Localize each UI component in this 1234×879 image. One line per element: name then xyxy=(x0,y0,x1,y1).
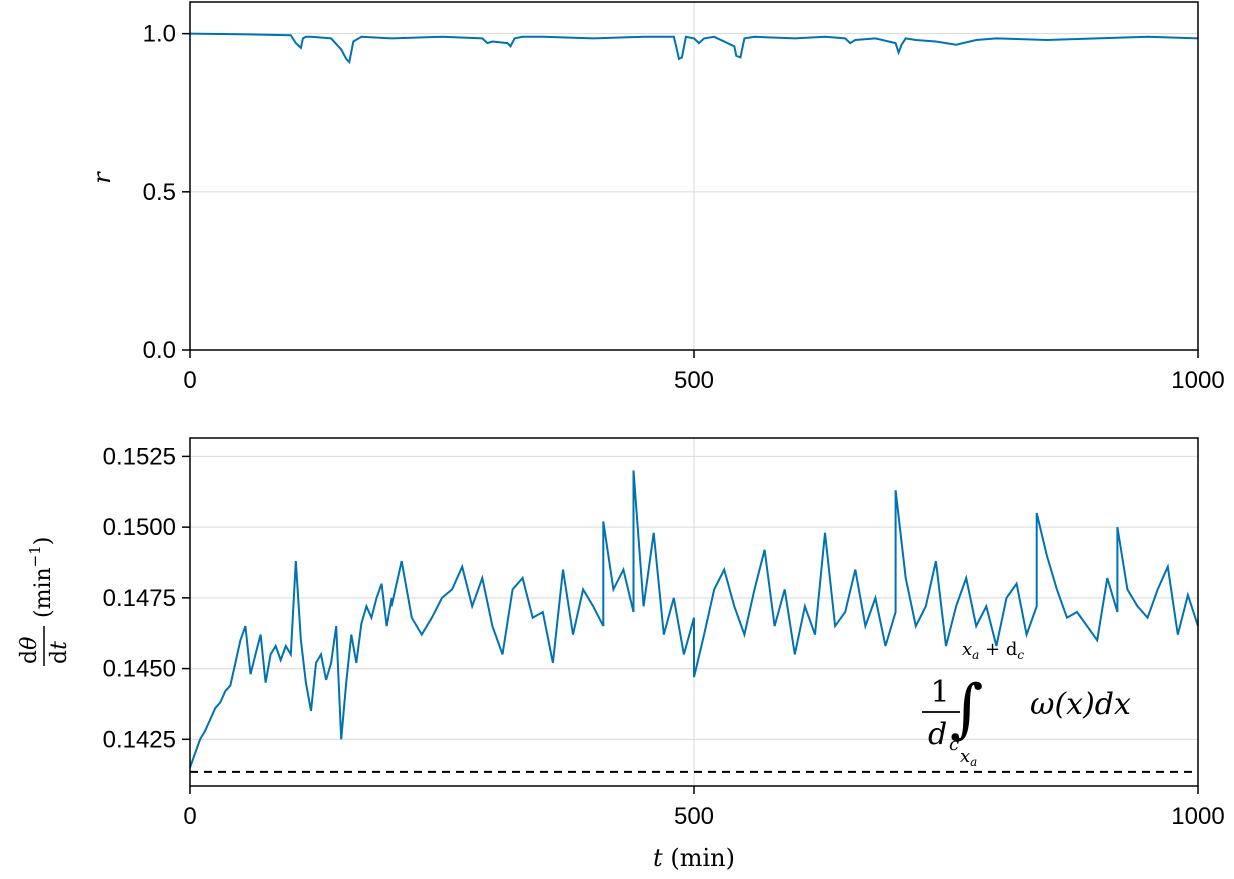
top-ytick-label-2: 1.0 xyxy=(143,21,176,48)
top-grid xyxy=(189,2,1199,351)
svg-text:dθ: dθ xyxy=(17,637,42,664)
svg-text:dt: dt xyxy=(47,641,72,664)
svg-text:c: c xyxy=(949,734,959,755)
top-xtick-label-1: 500 xyxy=(674,367,714,394)
top-xtick-label-0: 0 xyxy=(183,367,196,394)
bottom-ylabel: dθ dt (min−1) xyxy=(17,537,72,666)
svg-text:ω(x)dx: ω(x)dx xyxy=(1030,687,1131,722)
integral-lower-limit: xa xyxy=(960,746,977,769)
integral-upper-limit: xa + dc xyxy=(962,639,1024,662)
bottom-xtick-label-1: 500 xyxy=(674,803,714,830)
svg-text:d: d xyxy=(928,717,947,752)
top-ytick-label-1: 0.5 xyxy=(143,179,176,206)
top-ticks: 0 500 1000 0.0 0.5 1.0 xyxy=(143,21,1225,394)
bottom-xtick-label-0: 0 xyxy=(183,803,196,830)
bottom-ytick-label-1: 0.1450 xyxy=(103,656,176,683)
top-ytick-label-0: 0.0 xyxy=(143,337,176,364)
svg-text:∫: ∫ xyxy=(950,672,983,746)
svg-text:(min−1): (min−1) xyxy=(26,537,56,618)
bottom-ticks: 0 500 1000 0.1425 0.1450 0.1475 0.1500 0.1525 xyxy=(103,443,1225,830)
bottom-xlabel: t (min) xyxy=(653,844,735,872)
top-ylabel: r xyxy=(88,171,116,184)
bottom-ytick-label-2: 0.1475 xyxy=(103,585,176,612)
panel-order-parameter: 0 500 1000 0.0 0.5 1.0 r xyxy=(88,1,1225,394)
top-xtick-label-2: 1000 xyxy=(1171,367,1224,394)
bottom-ytick-label-0: 0.1425 xyxy=(103,726,176,753)
top-series-line xyxy=(189,32,1199,65)
bottom-ytick-label-4: 0.1525 xyxy=(103,443,176,470)
bottom-series-line xyxy=(189,470,1199,768)
panel-frequency: 0 500 1000 0.1425 0.1450 0.1475 0.1500 0.1525 d… xyxy=(17,437,1225,872)
integral-annotation: 1 d c ∫ xa + dc xa ω(x)dx xyxy=(922,639,1131,769)
bottom-xtick-label-2: 1000 xyxy=(1171,803,1224,830)
svg-text:1: 1 xyxy=(930,675,949,710)
bottom-ytick-label-3: 0.1500 xyxy=(103,514,176,541)
